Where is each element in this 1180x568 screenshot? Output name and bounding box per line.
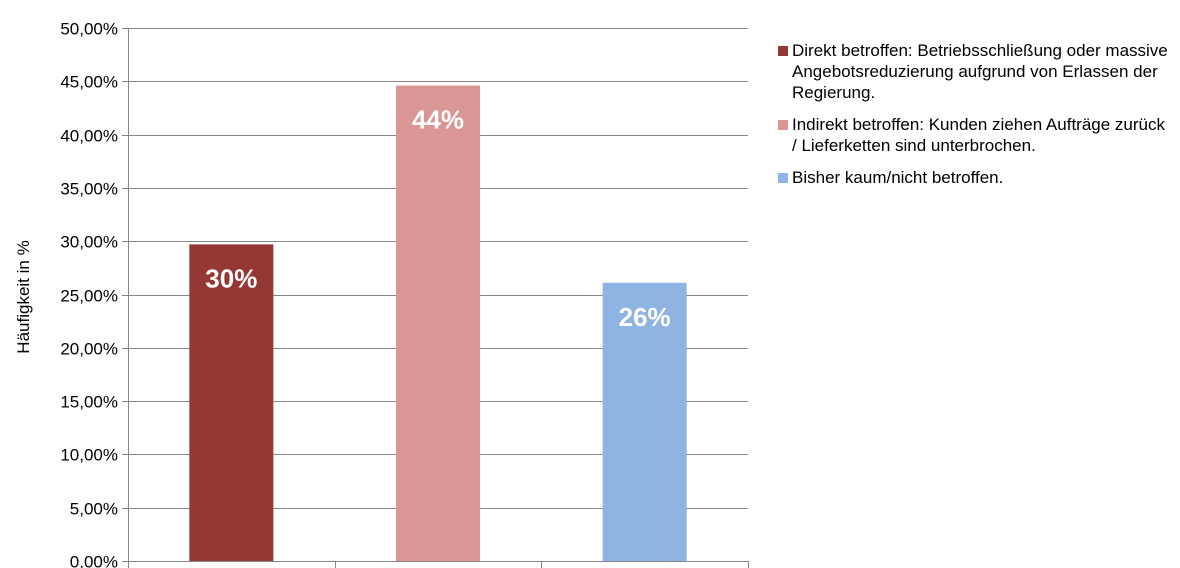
axes: 0,00% 5,00% 10,00% 15,00% 20,00% 25,00% 30,00%… — [60, 20, 749, 568]
y-axis-label: Häufigkeit in % — [14, 240, 33, 353]
y-tick-label: 5,00% — [70, 500, 118, 519]
y-tick-label: 25,00% — [60, 287, 118, 306]
legend-item-bisher: Bisher kaum/nicht betroffen. — [778, 167, 1173, 188]
bar-value-label: 30% — [205, 263, 257, 293]
bar-chart: 30% 44% 26% 0,00% 5,00% 10,00% 15,00% 20,00% 25… — [14, 20, 749, 568]
legend-swatch-direkt — [778, 46, 788, 56]
y-tick-label: 10,00% — [60, 446, 118, 465]
bars: 30% 44% 26% — [189, 85, 687, 562]
legend-swatch-indirekt — [778, 120, 788, 130]
legend-item-indirekt: Indirekt betroffen: Kunden ziehen Aufträ… — [778, 114, 1173, 156]
y-tick-label: 30,00% — [60, 233, 118, 252]
y-tick-label: 20,00% — [60, 340, 118, 359]
y-tick-label: 50,00% — [60, 20, 118, 39]
bar — [396, 85, 480, 562]
legend-label-indirekt: Indirekt betroffen: Kunden ziehen Aufträ… — [792, 115, 1165, 155]
bar-value-label: 26% — [619, 302, 671, 332]
y-tick-label: 15,00% — [60, 393, 118, 412]
y-tick-label: 40,00% — [60, 127, 118, 146]
bar — [602, 282, 687, 561]
y-tick-label: 45,00% — [60, 73, 118, 92]
legend-item-direkt: Direkt betroffen: Betriebsschließung ode… — [778, 40, 1173, 103]
legend-swatch-bisher — [778, 173, 788, 183]
bar-value-label: 44% — [412, 105, 464, 135]
y-tick-label: 0,00% — [70, 553, 118, 568]
y-tick-label: 35,00% — [60, 180, 118, 199]
legend-label-bisher: Bisher kaum/nicht betroffen. — [792, 168, 1004, 187]
legend: Direkt betroffen: Betriebsschließung ode… — [778, 40, 1173, 199]
bar — [189, 244, 274, 561]
legend-label-direkt: Direkt betroffen: Betriebsschließung ode… — [792, 41, 1168, 102]
